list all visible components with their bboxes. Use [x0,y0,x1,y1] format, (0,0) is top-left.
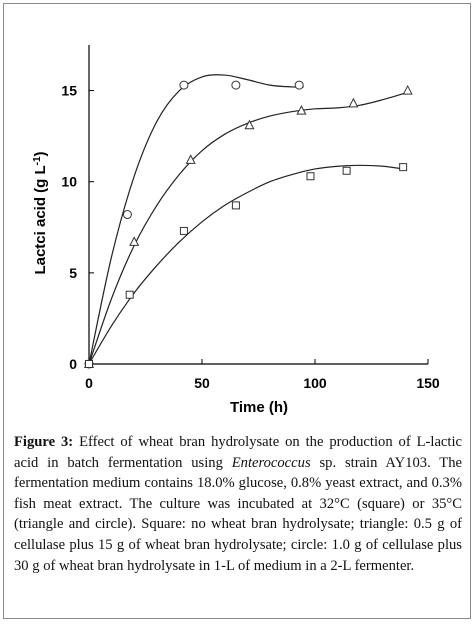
y-tick-label: 0 [69,356,77,372]
triangle-marker [244,119,255,130]
triangle-marker [402,84,413,95]
x-axis-label: Time (h) [230,399,288,416]
figure-caption: Figure 3: Effect of wheat bran hydrolysa… [14,432,462,576]
caption-text-before: Effect of wheat bran hydrolysate on the … [14,434,462,471]
circle-marker [122,210,132,220]
lactic-acid-chart: 0 50 100 150 0 5 10 15 Time (h) Lactci acid (g … [32,45,440,416]
square-marker [125,290,134,299]
y-axis-label: Lactci acid (g L-1) [32,151,49,274]
caption-text-after: sp. strain AY103. The fermentation mediu… [14,454,462,574]
y-tick-label: 5 [69,265,77,281]
y-axis-label-close: ) [32,151,49,156]
circle-fit-curve [88,74,304,365]
data-markers [83,80,413,369]
circle-marker [179,80,189,90]
x-tick-label: 50 [194,375,210,391]
y-tick-label: 10 [61,174,77,190]
circle-marker [294,80,304,90]
square-fit-curve [88,164,404,365]
caption-organism: Enterococcus [231,454,311,471]
triangle-marker [296,105,307,115]
fitted-curves [88,74,408,365]
figure-frame [3,3,471,619]
x-tick-label: 100 [303,375,327,391]
square-marker [231,201,240,210]
triangle-marker [348,97,359,108]
circle-marker [231,80,241,90]
triangle-fit-curve [88,91,408,365]
y-tick-label: 15 [61,83,77,99]
triangle-marker [185,154,196,164]
square-marker [85,360,93,368]
x-tick-label: 0 [85,375,93,391]
caption-label: Figure 3: [14,434,74,450]
y-axis-label-sup: -1 [32,156,43,165]
square-marker [399,163,408,172]
square-marker [342,166,351,175]
triangle-marker [129,236,140,246]
y-axis-label-main: Lactci acid (g L [32,165,49,274]
square-marker [306,172,315,181]
x-tick-label: 150 [416,375,440,391]
square-marker [179,226,188,235]
chart-axes: 0 50 100 150 0 5 10 15 [61,45,440,391]
